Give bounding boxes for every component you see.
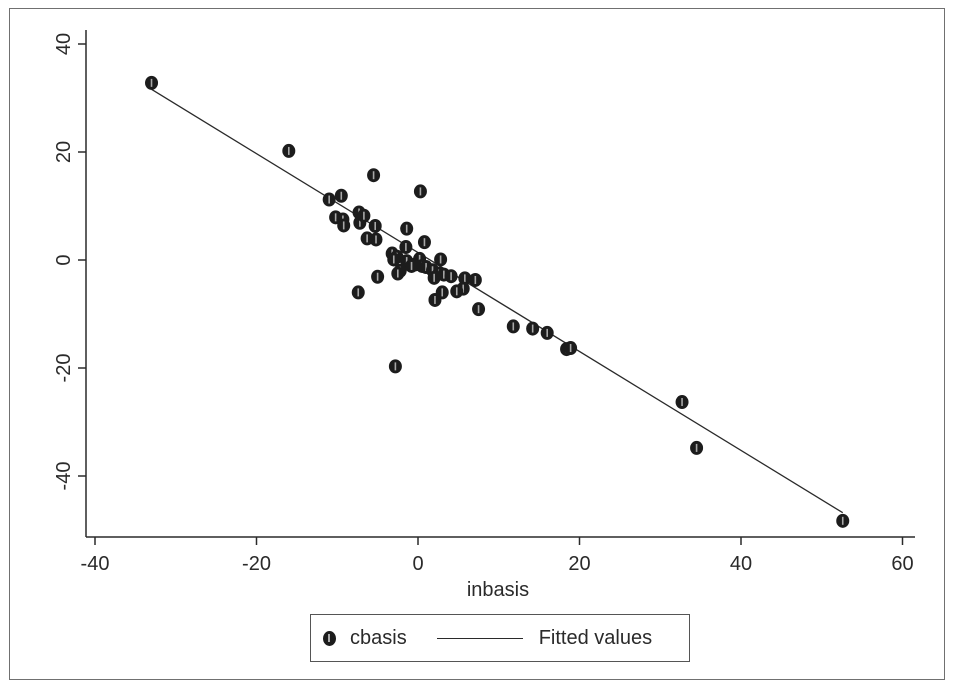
data-point	[368, 218, 382, 233]
data-point	[413, 184, 427, 199]
data-point	[472, 302, 486, 317]
x-tick-label: -20	[242, 553, 271, 575]
data-point	[387, 252, 401, 267]
data-point	[282, 143, 296, 158]
data-point	[690, 440, 704, 455]
data-point	[468, 272, 482, 287]
cbasis-series	[145, 75, 850, 528]
y-tick-label: -40	[53, 462, 75, 491]
data-point	[564, 341, 578, 356]
data-point	[371, 269, 385, 284]
legend-label-cbasis: cbasis	[350, 626, 407, 649]
x-axis-title: inbasis	[467, 579, 529, 601]
fitted-values-line	[151, 88, 844, 514]
data-point	[369, 232, 383, 247]
data-point	[400, 221, 414, 236]
legend-marker-cbasis	[323, 630, 336, 646]
data-point	[334, 188, 348, 203]
data-point	[405, 258, 419, 273]
data-point	[399, 240, 413, 255]
fitted-values-series	[151, 88, 844, 514]
y-tick-label: 40	[53, 33, 75, 55]
data-point	[450, 284, 464, 299]
data-point	[836, 513, 850, 528]
x-tick-label: 20	[568, 553, 590, 575]
x-tick-label: -40	[81, 553, 110, 575]
y-tick-label: 0	[53, 254, 75, 265]
x-tick-label: 60	[891, 553, 913, 575]
x-tick-label: 0	[412, 553, 423, 575]
data-point	[540, 325, 554, 340]
data-point	[367, 168, 381, 183]
data-point	[417, 235, 431, 250]
data-point	[506, 319, 520, 334]
data-point	[145, 75, 159, 90]
data-point	[675, 395, 689, 410]
data-point	[391, 266, 405, 281]
data-point	[351, 285, 365, 300]
chart-frame	[9, 8, 945, 680]
data-point	[434, 252, 448, 267]
data-point	[357, 208, 371, 223]
data-point	[322, 192, 336, 207]
data-point	[428, 292, 442, 307]
data-point	[526, 321, 540, 336]
y-tick-label: 20	[53, 141, 75, 163]
data-point	[444, 269, 458, 284]
y-tick-label: -20	[53, 354, 75, 383]
axes	[85, 30, 915, 538]
legend-line-fitted	[436, 637, 523, 639]
data-point	[388, 359, 402, 374]
axis-ticks: -40 -20 0 20 40 60 -40 -20 0 20 40	[53, 33, 914, 575]
data-point	[337, 218, 351, 233]
legend-label-fitted: Fitted values	[538, 626, 653, 649]
x-tick-label: 40	[730, 553, 752, 575]
legend: cbasis Fitted values	[310, 614, 690, 662]
